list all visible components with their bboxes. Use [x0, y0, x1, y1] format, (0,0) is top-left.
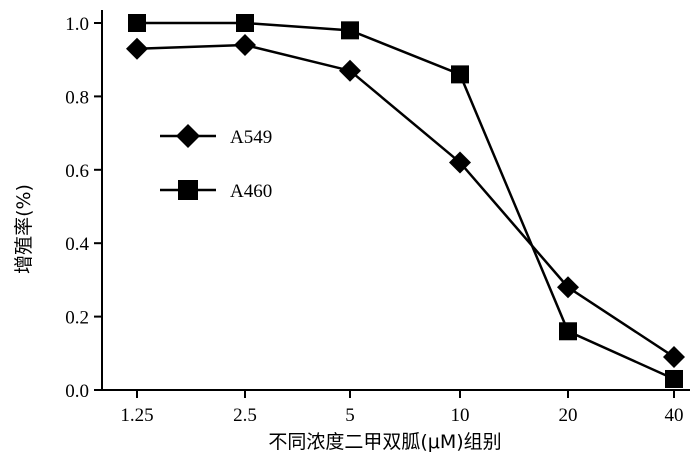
data-point [126, 37, 148, 60]
data-point [557, 276, 579, 299]
data-point [559, 322, 577, 341]
legend: A549 A460 [160, 124, 272, 202]
tick-labels: 0.0 0.2 0.4 0.6 0.8 1.0 1.25 2.5 5 10 20 40 [65, 14, 683, 426]
x-tick-label: 40 [665, 405, 684, 426]
data-point [449, 151, 471, 174]
y-axis-label: 增殖率(%) [13, 184, 35, 274]
legend-marker [178, 180, 198, 200]
y-tick-label: 0.8 [65, 87, 89, 108]
y-tick-label: 0.0 [65, 381, 89, 402]
legend-label: A460 [230, 181, 272, 202]
data-point [236, 14, 254, 32]
data-point [341, 21, 359, 40]
legend-marker [176, 124, 200, 148]
data-point [128, 14, 146, 32]
series-line [136, 43, 675, 359]
y-tick-label: 0.4 [65, 234, 89, 255]
y-tick-label: 1.0 [65, 14, 89, 35]
series-lines [126, 14, 685, 388]
y-tick-label: 0.6 [65, 161, 89, 182]
data-point [234, 34, 256, 57]
y-tick-label: 0.2 [65, 308, 89, 329]
data-point [663, 345, 685, 368]
data-point [665, 369, 683, 388]
legend-entry-A460: A460 [160, 180, 272, 202]
data-point [339, 59, 361, 82]
data-point [451, 65, 469, 84]
x-tick-label: 5 [345, 405, 355, 426]
tick-marks [94, 22, 675, 398]
x-tick-label: 20 [559, 405, 578, 426]
x-axis-label: 不同浓度二甲双胍(μM)组别 [268, 431, 501, 453]
x-tick-label: 2.5 [233, 405, 257, 426]
x-tick-label: 10 [451, 405, 470, 426]
x-tick-label: 1.25 [120, 405, 153, 426]
legend-entry-A549: A549 [160, 124, 272, 148]
series-A460 [128, 14, 683, 388]
legend-label: A549 [230, 127, 272, 148]
series-line [137, 21, 675, 381]
series-A549 [126, 34, 685, 368]
